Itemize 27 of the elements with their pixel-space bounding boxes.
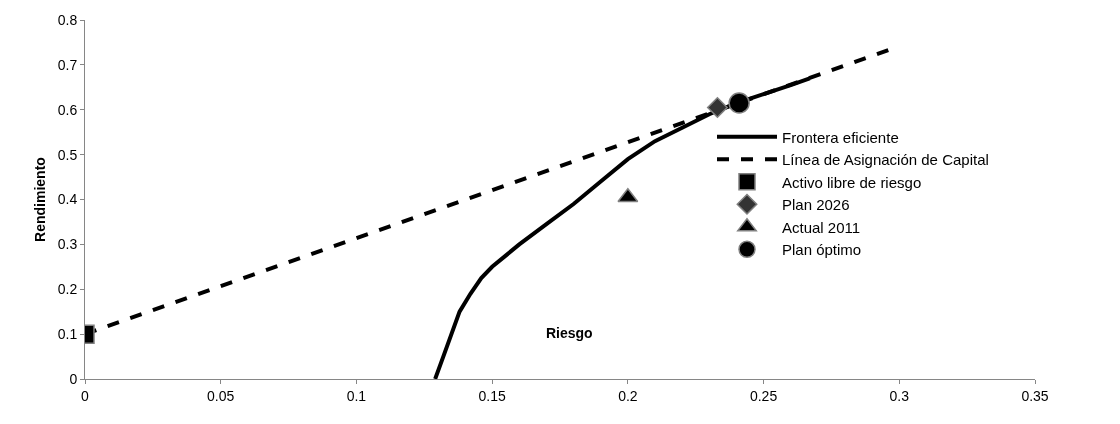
x-tick-label: 0.35 (1021, 387, 1049, 404)
x-tick-label: 0 (81, 387, 90, 404)
x-tick-label: 0.1 (346, 387, 367, 404)
y-tick-label: 0.2 (57, 281, 78, 298)
legend-label: Plan óptimo (782, 241, 862, 259)
x-axis-title: Riesgo (546, 325, 593, 341)
y-tick-label: 0.7 (57, 56, 78, 73)
legend-label: Línea de Asignación de Capital (782, 151, 989, 169)
x-tick-label: 0.3 (889, 387, 910, 404)
x-tick-label: 0.05 (207, 387, 235, 404)
y-tick-label: 0.5 (57, 146, 78, 163)
y-tick-label: 0.6 (57, 101, 78, 118)
point (728, 92, 750, 114)
y-tick-label: 0.3 (57, 236, 78, 253)
y-tick-label: 0.4 (57, 191, 78, 208)
y-tick-label: 0 (69, 370, 78, 387)
x-tick-label: 0.2 (618, 387, 638, 404)
legend-label: Plan 2026 (782, 196, 850, 214)
legend-label: Activo libre de riesgo (782, 173, 922, 191)
legend-label: Frontera eficiente (782, 128, 899, 146)
x-tick-label: 0.15 (478, 387, 506, 404)
y-axis-title: Rendimiento (32, 157, 49, 242)
y-tick-label: 0.8 (57, 11, 78, 28)
point (706, 97, 728, 119)
y-tick-label: 0.1 (57, 326, 78, 343)
x-tick-label: 0.25 (749, 387, 778, 404)
legend-label: Actual 2011 (782, 218, 861, 236)
